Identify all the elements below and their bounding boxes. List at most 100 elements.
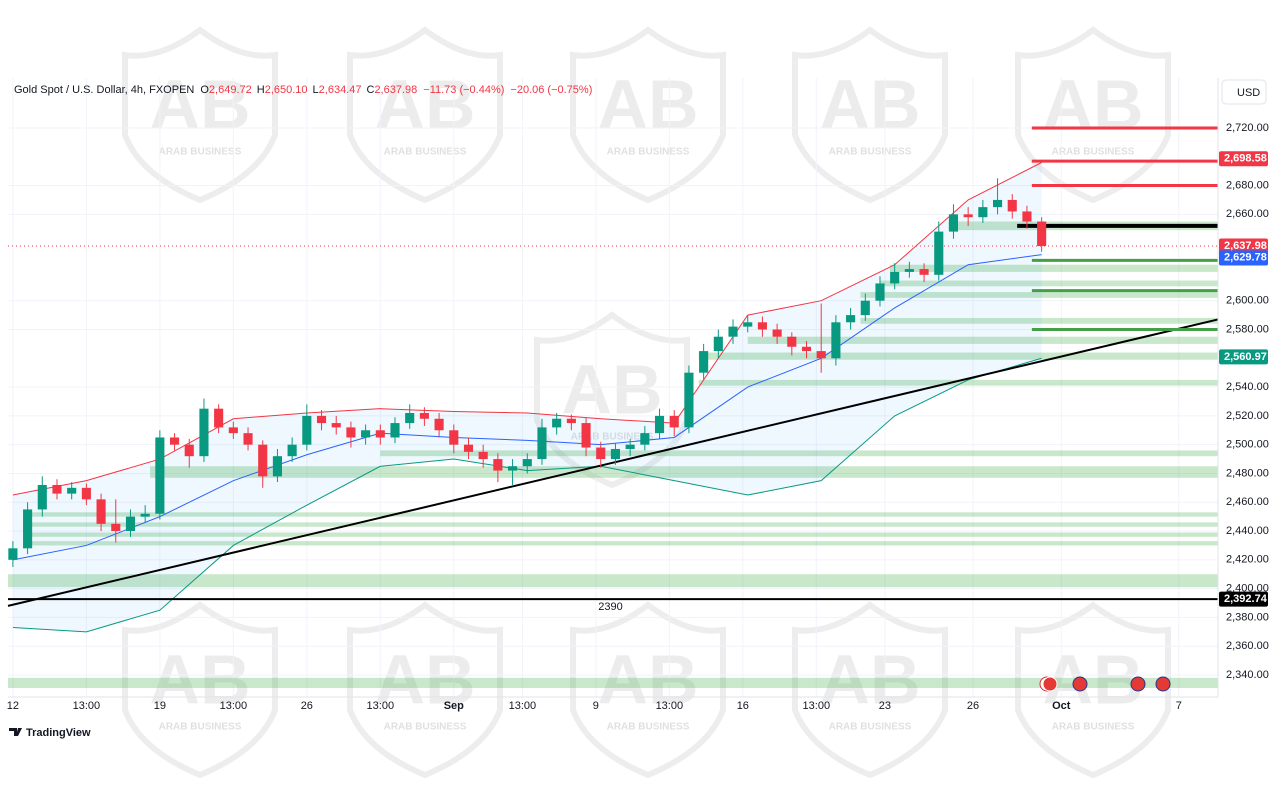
candle-body xyxy=(963,214,973,218)
candle-body xyxy=(140,513,150,517)
candle-body xyxy=(463,444,474,452)
watermark-text: ARAB BUSINESS xyxy=(159,147,242,158)
candle-body xyxy=(1007,199,1017,212)
x-tick-label: 13:00 xyxy=(367,700,395,712)
x-tick-label: 7 xyxy=(1176,700,1182,712)
support-zone xyxy=(30,532,1218,537)
candle-body xyxy=(537,427,547,460)
price-label-box xyxy=(1219,151,1268,167)
candle-body xyxy=(699,351,709,373)
candle-body xyxy=(669,415,679,428)
candle-body xyxy=(522,459,532,467)
event-icon[interactable] xyxy=(1042,676,1058,692)
y-tick-label: 2,520.00 xyxy=(1226,410,1269,422)
candle-body xyxy=(361,430,371,438)
watermark-logo: AB xyxy=(149,65,250,143)
y-tick-label: 2,340.00 xyxy=(1226,669,1269,681)
x-tick-label: Sep xyxy=(444,700,464,712)
candle-body xyxy=(316,415,327,424)
y-tick-label: 2,660.00 xyxy=(1226,208,1269,220)
candle-body xyxy=(478,451,488,460)
watermark-logo: AB xyxy=(374,65,475,143)
watermark-text: ARAB BUSINESS xyxy=(607,722,690,733)
support-zone xyxy=(8,677,1218,688)
support-zone xyxy=(30,541,1218,546)
x-tick-label: 13:00 xyxy=(509,700,537,712)
change-percent: −20.06 (−0.75%) xyxy=(510,84,592,96)
candle-body xyxy=(610,448,621,460)
event-icon[interactable] xyxy=(1155,676,1171,692)
candle-body xyxy=(552,418,562,428)
support-zone xyxy=(30,512,1218,517)
candle-body xyxy=(904,269,914,272)
candle-body xyxy=(566,418,576,424)
candle-body xyxy=(125,516,136,532)
candle-body xyxy=(919,269,929,275)
price-label: 2,392.74 xyxy=(1224,593,1268,605)
quote-key: H xyxy=(257,84,265,96)
y-tick-label: 2,420.00 xyxy=(1226,554,1269,566)
x-tick-label: 12 xyxy=(7,700,19,712)
watermark-text: ARAB BUSINESS xyxy=(829,722,912,733)
candle-body xyxy=(184,444,194,457)
candle-body xyxy=(581,423,591,448)
event-icon[interactable] xyxy=(1072,676,1088,692)
y-tick-label: 2,380.00 xyxy=(1226,611,1269,623)
candle-body xyxy=(948,214,959,232)
watermark-text: ARAB BUSINESS xyxy=(829,147,912,158)
candle-body xyxy=(331,423,341,428)
candle-body xyxy=(860,300,870,316)
support-zone xyxy=(860,292,1218,298)
x-tick-label: 9 xyxy=(593,700,599,712)
candle-body xyxy=(155,437,165,514)
watermark: AB ARAB BUSINESS xyxy=(347,26,503,204)
candle-body xyxy=(640,433,650,445)
candle-body xyxy=(287,444,297,457)
candle-body xyxy=(419,412,429,419)
brand-logo: TradingView xyxy=(9,727,91,739)
candle-body xyxy=(1022,211,1032,222)
plot-area: 2390 xyxy=(7,78,1219,697)
candle-body xyxy=(801,346,812,352)
candle-body xyxy=(96,499,106,524)
candle-body xyxy=(199,408,209,457)
y-tick-label: 2,480.00 xyxy=(1226,467,1269,479)
candle-body xyxy=(890,271,900,284)
brand: TradingView xyxy=(26,727,91,739)
support-zone xyxy=(380,450,1218,457)
watermark-text: ARAB BUSINESS xyxy=(384,147,467,158)
candle-body xyxy=(302,415,312,445)
support-zone xyxy=(698,379,1218,386)
candle-body xyxy=(684,372,694,428)
event-icon[interactable] xyxy=(1130,676,1146,692)
support-zone xyxy=(879,280,1218,287)
watermark-logo: AB xyxy=(819,65,920,143)
candle-body xyxy=(67,487,77,494)
support-zone xyxy=(30,522,1218,527)
candle-body xyxy=(52,484,62,494)
candle-body xyxy=(728,326,738,337)
candle-body xyxy=(170,437,180,445)
candle-body xyxy=(978,207,988,218)
currency[interactable]: USD xyxy=(1237,87,1260,99)
candle-body xyxy=(258,444,268,477)
x-tick-label: 16 xyxy=(737,700,749,712)
y-tick-label: 2,680.00 xyxy=(1226,179,1269,191)
candle-body xyxy=(596,447,606,460)
indicator-line xyxy=(12,254,1042,561)
candle-body xyxy=(787,336,797,347)
support-zone xyxy=(150,466,1218,478)
candle-body xyxy=(37,484,47,510)
support-zone xyxy=(8,574,1218,588)
candle-body xyxy=(846,315,856,323)
candle-body xyxy=(875,283,885,301)
watermark-logo: AB xyxy=(374,640,475,718)
candle-body xyxy=(111,523,121,532)
legend-header: Gold Spot / U.S. Dollar, 4h, FXOPEN O2,64… xyxy=(14,84,592,96)
currency-button[interactable] xyxy=(1221,79,1267,105)
candle-body xyxy=(508,466,518,471)
candle-body xyxy=(390,423,400,438)
support-zone xyxy=(860,317,1218,324)
quote-key: L xyxy=(313,84,319,96)
